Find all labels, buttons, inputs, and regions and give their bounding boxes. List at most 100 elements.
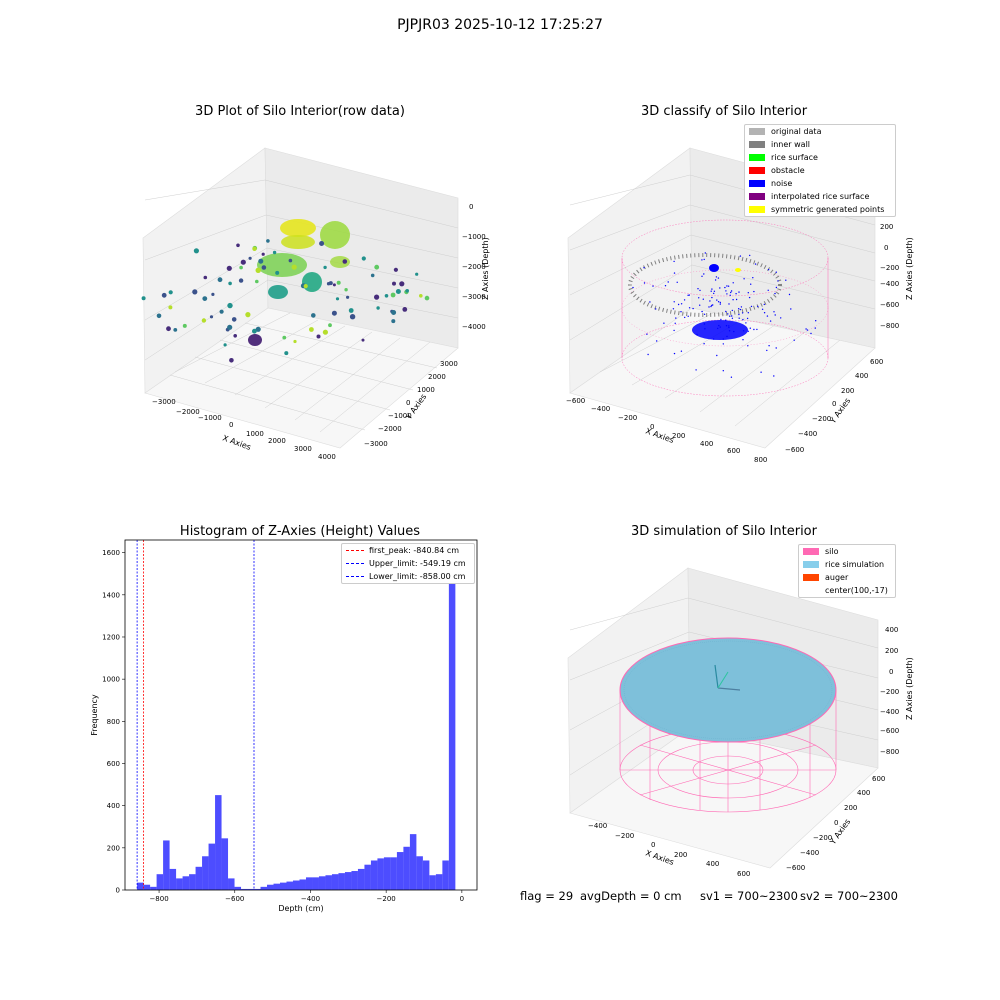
classify-noise-point bbox=[719, 303, 721, 305]
classify-noise-point bbox=[753, 328, 755, 331]
raw-ytick-0: 3000 bbox=[440, 360, 458, 368]
footer-sv1: sv1 = 700~2300 bbox=[700, 889, 798, 903]
histogram-ytick-label: 1000 bbox=[102, 676, 120, 684]
classify-noise-point bbox=[722, 338, 724, 340]
raw-scatter-point bbox=[405, 289, 410, 293]
histogram-bar bbox=[318, 876, 326, 890]
simulation-panel-title: 3D simulation of Silo Interior bbox=[631, 524, 817, 539]
histogram-bar bbox=[280, 882, 287, 890]
histogram-bar bbox=[267, 884, 274, 890]
sim-ztick-1: 200 bbox=[885, 647, 898, 655]
histogram-bar bbox=[422, 860, 430, 890]
classify-noise-point bbox=[673, 260, 675, 263]
histogram-bar bbox=[241, 888, 248, 890]
classify-noise-point bbox=[683, 299, 686, 301]
classify-xtick-3: 0 bbox=[650, 423, 654, 431]
histogram-bar bbox=[234, 886, 242, 890]
raw-scatter-point bbox=[332, 283, 336, 287]
classify-noise-point bbox=[699, 304, 701, 306]
classify-noise-point bbox=[730, 376, 733, 378]
classify-noise-point bbox=[747, 330, 749, 332]
classify-noise-point bbox=[688, 294, 690, 296]
raw-scatter-point bbox=[311, 313, 316, 318]
legend-line-first-peak bbox=[346, 550, 364, 551]
histogram-panel-title: Histogram of Z-Axies (Height) Values bbox=[179, 524, 421, 539]
legend-swatch-symmetric bbox=[749, 206, 765, 213]
raw-scatter-point bbox=[192, 289, 198, 295]
classify-noise-point bbox=[728, 303, 730, 305]
classify-noise-point bbox=[763, 312, 766, 314]
raw-scatter-point bbox=[217, 277, 223, 283]
classify-noise-point bbox=[703, 343, 705, 345]
histogram-bar bbox=[377, 858, 384, 890]
legend-label-auger: auger bbox=[825, 573, 849, 582]
sim-xtick-5: 600 bbox=[737, 870, 750, 878]
classify-noise-point bbox=[703, 313, 706, 315]
raw-scatter-point bbox=[261, 265, 267, 270]
classify-noise-point bbox=[750, 305, 753, 308]
classify-noise-point bbox=[702, 298, 704, 300]
raw-scatter-point bbox=[252, 328, 257, 334]
classify-noise-point bbox=[774, 314, 776, 316]
raw-scatter-point bbox=[238, 278, 244, 283]
histogram-yticks: 0 200 400 600 800 1000 1200 1400 1600 bbox=[102, 549, 125, 895]
sim-xtick-1: −200 bbox=[615, 832, 634, 840]
raw-scatter-point bbox=[415, 272, 419, 276]
raw-scatter-point bbox=[346, 295, 350, 299]
raw-scatter-point bbox=[335, 297, 340, 301]
classify-noise-point bbox=[717, 301, 720, 303]
raw-scatter-point bbox=[272, 250, 277, 255]
raw-scatter-point bbox=[284, 351, 289, 356]
classify-noise-point bbox=[647, 353, 649, 356]
classify-xtick-0: −600 bbox=[566, 397, 585, 405]
sim-y-label: Y Axies bbox=[828, 817, 853, 847]
classify-noise-point bbox=[766, 349, 768, 352]
histogram-bar bbox=[429, 875, 436, 890]
histogram-bar bbox=[312, 877, 319, 890]
raw-scatter-point bbox=[248, 256, 252, 260]
histogram-bar bbox=[331, 874, 339, 890]
raw-scatter-point bbox=[275, 270, 280, 275]
raw-ytick-4: −1000 bbox=[388, 412, 412, 420]
raw-scatter-point bbox=[374, 264, 380, 270]
classify-noise-point bbox=[711, 296, 713, 299]
classify-noise-point bbox=[793, 339, 795, 341]
raw-xtick-0: −3000 bbox=[152, 398, 176, 406]
classify-noise-point bbox=[742, 330, 745, 332]
legend-swatch-original bbox=[749, 128, 765, 135]
classify-noise-point bbox=[717, 327, 719, 330]
classify-ytick-2: 200 bbox=[841, 387, 854, 395]
classify-noise-point bbox=[752, 277, 754, 279]
classify-noise-point bbox=[697, 288, 699, 290]
histogram-bar bbox=[137, 882, 144, 890]
raw-scatter-point bbox=[348, 308, 354, 313]
classify-noise-point bbox=[676, 281, 678, 283]
raw-scatter-point bbox=[282, 335, 287, 340]
histogram-bar bbox=[254, 888, 261, 890]
classify-noise-point bbox=[747, 312, 749, 314]
classify-noise-point bbox=[701, 310, 703, 313]
classify-ztick-2: −200 bbox=[880, 264, 899, 272]
raw-scatter-point bbox=[328, 323, 332, 328]
raw-scatter-point bbox=[231, 317, 237, 322]
classify-noise-point bbox=[728, 325, 730, 327]
legend-swatch-rice-sim bbox=[803, 561, 819, 568]
classify-noise-point bbox=[732, 299, 734, 301]
raw-ytick-2: 1000 bbox=[417, 386, 435, 394]
raw-panel-title: 3D Plot of Silo Interior(row data) bbox=[195, 104, 405, 119]
classify-noise-point bbox=[731, 317, 734, 319]
classify-noise-point bbox=[704, 328, 706, 330]
classify-noise-point bbox=[674, 322, 676, 324]
raw-scatter-point bbox=[326, 282, 331, 286]
histogram-bar bbox=[325, 875, 332, 890]
histogram-bar bbox=[435, 874, 443, 890]
classify-xtick-6: 600 bbox=[727, 447, 740, 455]
classify-noise-point bbox=[709, 300, 711, 302]
raw-ztick-2: −2000 bbox=[462, 263, 486, 271]
classify-noise-point bbox=[738, 291, 740, 293]
raw-scatter-point bbox=[419, 294, 423, 298]
classify-noise-point bbox=[730, 291, 732, 294]
raw-scatter-point bbox=[266, 239, 270, 243]
histogram-bar bbox=[351, 871, 358, 890]
classify-noise-point bbox=[775, 347, 777, 349]
